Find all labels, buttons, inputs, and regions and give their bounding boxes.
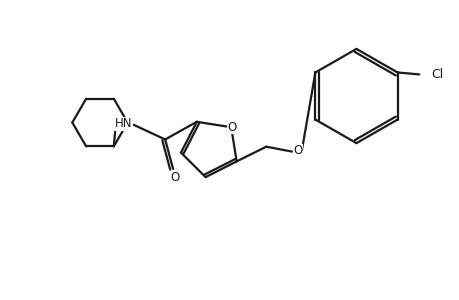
Text: O: O: [293, 144, 302, 157]
Text: Cl: Cl: [430, 68, 442, 81]
Text: O: O: [170, 171, 179, 184]
Text: O: O: [227, 121, 236, 134]
Text: HN: HN: [115, 117, 132, 130]
